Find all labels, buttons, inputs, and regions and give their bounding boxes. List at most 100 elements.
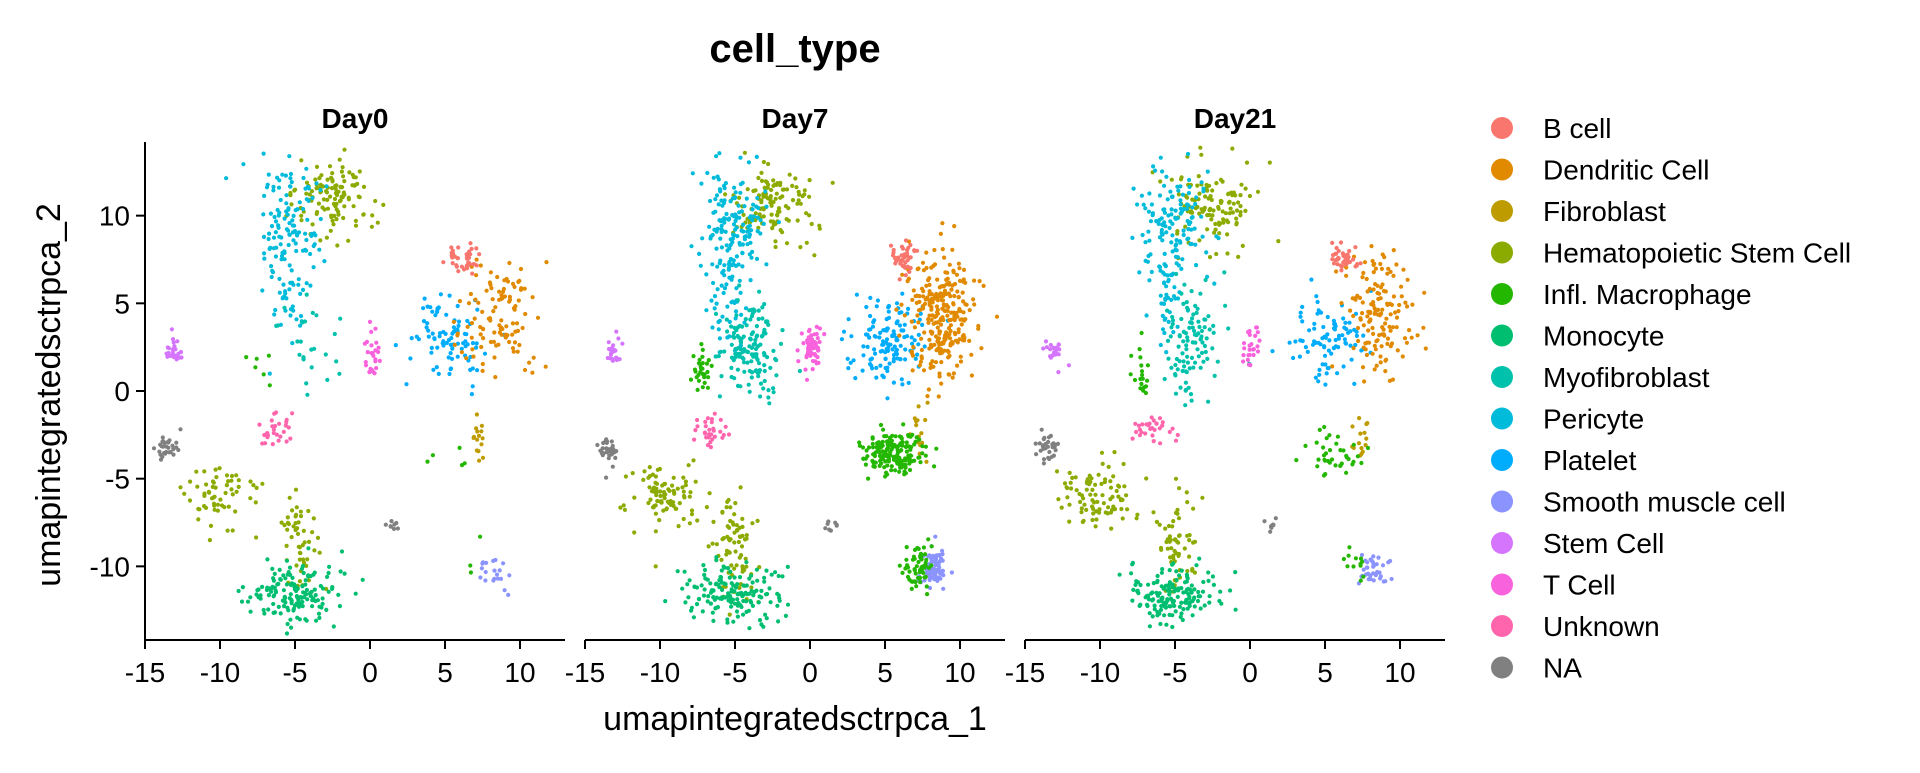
point — [766, 161, 771, 167]
point — [213, 467, 218, 472]
point — [374, 366, 379, 371]
point — [890, 433, 895, 438]
point — [1090, 504, 1095, 509]
point — [292, 188, 297, 193]
point — [1196, 354, 1201, 359]
point — [305, 597, 310, 602]
point — [336, 212, 341, 217]
point — [310, 598, 315, 603]
point — [1043, 441, 1048, 447]
point — [437, 334, 442, 339]
point — [714, 595, 719, 600]
point — [773, 570, 778, 575]
point — [905, 248, 910, 253]
point — [923, 453, 928, 458]
point — [961, 310, 966, 315]
point — [1099, 450, 1105, 455]
point — [1361, 270, 1366, 276]
point — [695, 424, 700, 429]
point — [1189, 289, 1194, 294]
point — [773, 239, 778, 244]
point — [809, 337, 815, 342]
point — [436, 371, 441, 376]
point — [273, 254, 278, 259]
point — [1033, 441, 1038, 446]
point — [421, 306, 426, 311]
point — [325, 574, 330, 580]
point — [1247, 343, 1252, 348]
point — [761, 221, 766, 226]
point — [699, 181, 704, 186]
point — [289, 268, 294, 273]
point — [1175, 432, 1180, 438]
point — [774, 191, 779, 196]
point — [480, 361, 485, 367]
point — [272, 312, 277, 317]
point — [759, 170, 764, 175]
point — [170, 347, 175, 352]
point — [909, 586, 914, 592]
point — [1207, 255, 1213, 260]
point — [1171, 556, 1176, 561]
point — [1205, 274, 1210, 279]
point — [1187, 222, 1192, 227]
point — [1078, 499, 1083, 505]
point — [714, 555, 719, 560]
point — [270, 270, 276, 275]
point — [1385, 271, 1390, 276]
legend-item: Stem Cell — [1491, 528, 1664, 559]
point — [1152, 427, 1157, 432]
point — [737, 585, 742, 591]
point — [873, 351, 878, 356]
point — [254, 485, 259, 490]
point — [927, 313, 932, 318]
point — [1152, 607, 1157, 612]
point — [1122, 484, 1127, 489]
point — [494, 572, 500, 577]
point — [1394, 315, 1400, 320]
point — [925, 394, 930, 399]
point — [363, 363, 369, 368]
x-tick-label: 5 — [437, 657, 453, 688]
point — [367, 370, 372, 375]
point — [468, 570, 473, 575]
point — [475, 307, 480, 312]
point — [939, 298, 944, 303]
point — [687, 521, 693, 526]
point — [700, 385, 705, 390]
point — [918, 307, 923, 312]
point — [926, 387, 932, 392]
point — [1168, 537, 1173, 543]
point — [1378, 574, 1383, 579]
point — [707, 224, 712, 229]
point — [455, 256, 460, 261]
point — [949, 570, 955, 575]
point — [314, 313, 319, 318]
point — [293, 527, 298, 533]
point — [1196, 174, 1201, 179]
point — [426, 328, 431, 333]
point — [1201, 579, 1206, 585]
point — [1271, 522, 1276, 527]
point — [885, 326, 890, 331]
point — [1194, 195, 1199, 200]
point — [166, 440, 171, 445]
point — [764, 262, 769, 267]
point — [1158, 155, 1163, 160]
point — [339, 169, 344, 174]
point — [1230, 210, 1235, 215]
point — [1368, 577, 1373, 582]
point — [1138, 355, 1143, 360]
point — [1322, 353, 1328, 358]
point — [1111, 504, 1116, 509]
point — [700, 361, 705, 366]
point — [452, 342, 457, 347]
point — [785, 564, 790, 570]
point — [1358, 261, 1363, 266]
point — [729, 604, 734, 609]
point — [291, 213, 296, 218]
point — [1179, 611, 1184, 616]
point — [279, 253, 285, 259]
point — [737, 278, 742, 283]
point — [762, 302, 767, 307]
